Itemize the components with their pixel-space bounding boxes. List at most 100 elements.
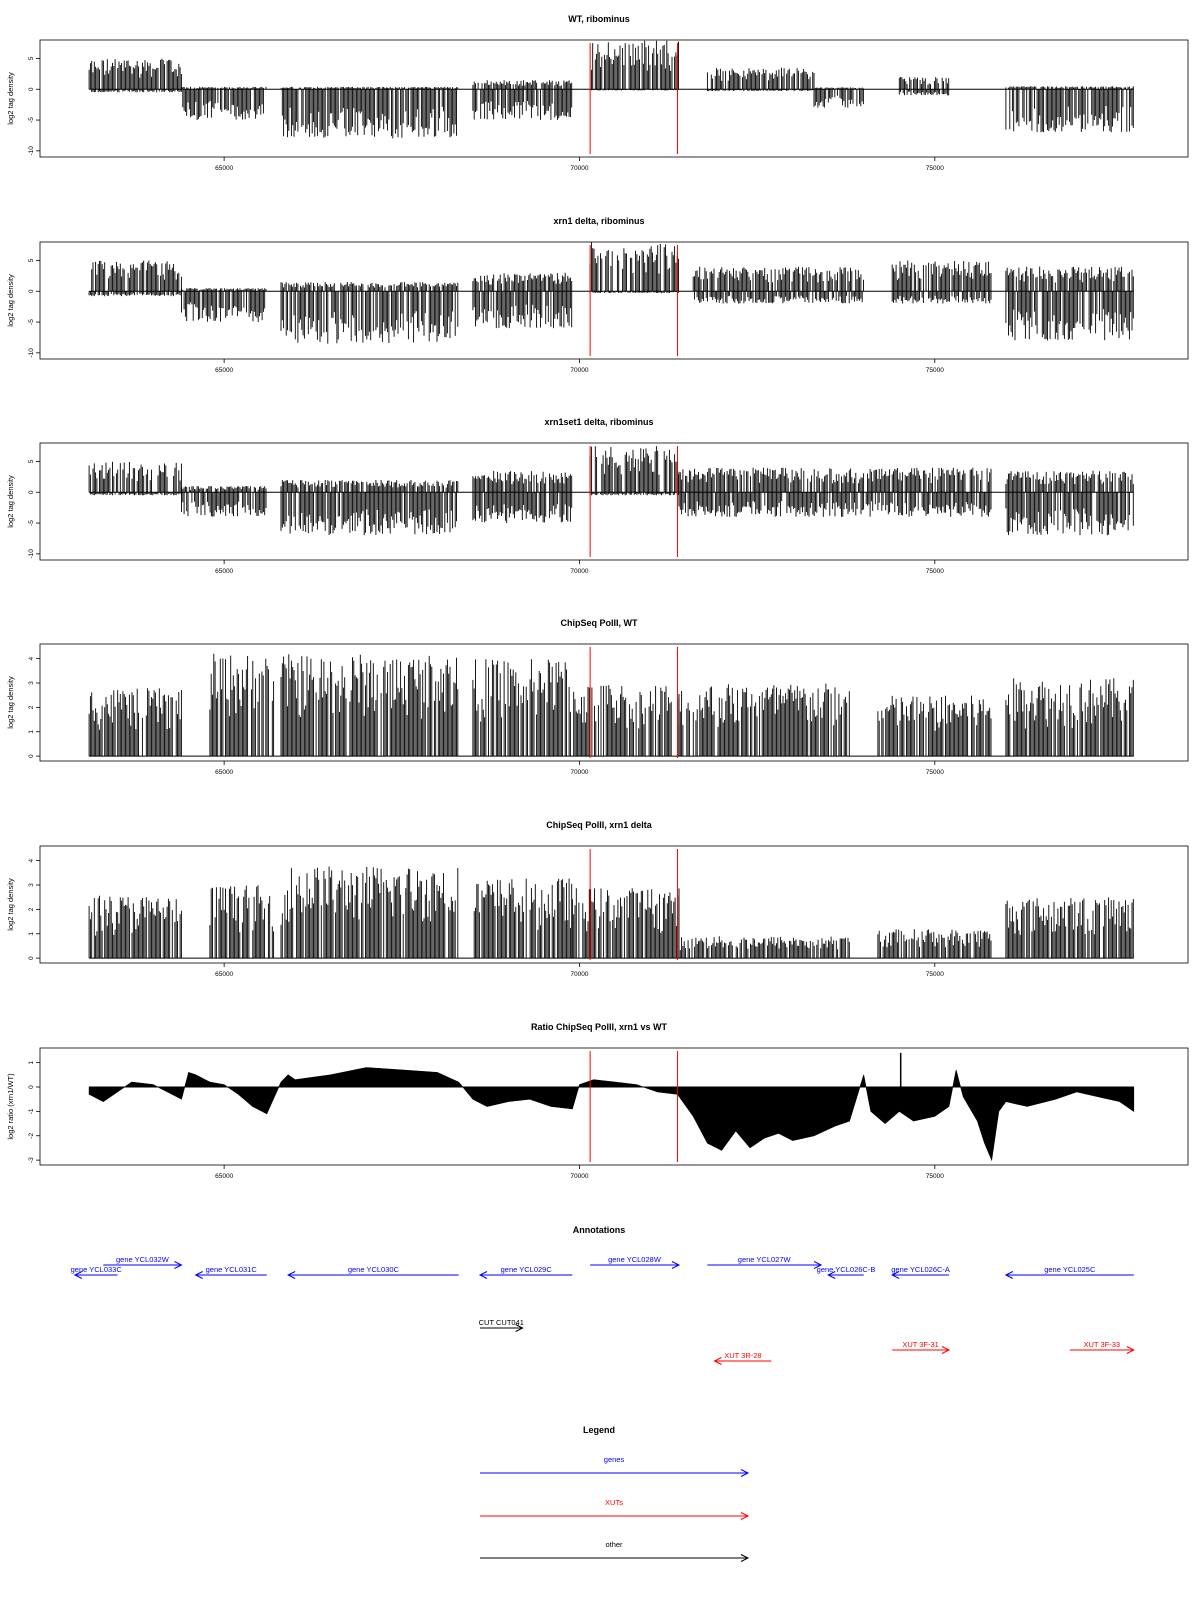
x-tick-label: 75000 (926, 568, 944, 575)
density-segment (571, 888, 680, 959)
density-segment (706, 67, 815, 92)
density-segment (573, 685, 680, 757)
panel-3: xrn1set1 delta, ribominus log2 tag densit… (6, 417, 1189, 575)
y-tick-label: 5 (28, 258, 35, 262)
arrow-head (941, 1346, 951, 1354)
x-tick-label: 65000 (215, 165, 233, 172)
y-tick-label: 1 (28, 932, 35, 936)
y-tick-label: 2 (28, 907, 35, 911)
density-segment (88, 58, 182, 93)
annotation-feature: gene YCL031C (194, 1265, 267, 1279)
density-bars (891, 260, 992, 304)
density-bars (877, 929, 992, 959)
feature-label: gene YCL031C (206, 1265, 258, 1274)
density-segment (88, 260, 182, 297)
y-tick-label: -5 (28, 520, 35, 526)
panel-title: WT, ribominus (568, 14, 630, 24)
panel-5: ChipSeq PolII, xrn1 delta log2 tag densit… (6, 820, 1189, 978)
legend-label: other (605, 1540, 623, 1549)
x-tick-label: 75000 (926, 165, 944, 172)
density-segment (181, 288, 267, 322)
density-bars (692, 266, 864, 304)
density-segment (589, 40, 679, 91)
x-tick-label: 65000 (215, 568, 233, 575)
y-tick-label: 4 (28, 858, 35, 862)
density-segment (280, 866, 459, 959)
y-tick-label: -5 (28, 117, 35, 123)
feature-label: XUT 3F-31 (902, 1340, 939, 1349)
density-segment (472, 272, 573, 329)
x-tick-label: 65000 (215, 1173, 233, 1180)
density-segment (1005, 266, 1134, 341)
annotation-feature: gene YCL033C (71, 1265, 122, 1279)
density-segment (88, 461, 182, 496)
density-segment (88, 895, 182, 959)
density-segment (181, 86, 267, 120)
annotation-feature: gene YCL025C (1004, 1265, 1134, 1279)
x-tick-label: 75000 (926, 971, 944, 978)
y-tick-label: 3 (28, 883, 35, 887)
plot-frame (39, 241, 1189, 360)
feature-label: gene YCL027W (738, 1255, 792, 1264)
plot-frame (39, 39, 1189, 158)
arrow-head (813, 1261, 823, 1269)
y-tick-label: -2 (28, 1132, 35, 1138)
annotations-title: Annotations (573, 1225, 626, 1235)
density-bars (280, 282, 459, 344)
density-segment (472, 80, 573, 120)
density-segment (280, 654, 459, 757)
density-bars (209, 653, 275, 757)
y-tick-label: 0 (28, 1085, 35, 1089)
plot-frame (39, 1047, 1189, 1166)
arrow-head (713, 1357, 722, 1365)
y-tick-label: 4 (28, 656, 35, 660)
density-bars (706, 67, 815, 92)
arrow-head (740, 1512, 750, 1520)
density-segment (209, 885, 275, 959)
density-bars (88, 688, 182, 757)
annotation-feature: gene YCL028W (590, 1255, 681, 1269)
feature-label: gene YCL029C (501, 1265, 553, 1274)
annotation-feature: gene YCL032W (103, 1255, 183, 1269)
density-segment (1005, 470, 1134, 536)
panel-6: Ratio ChipSeq PolII, xrn1 vs WT log2 rati… (6, 1022, 1189, 1180)
plot-frame (39, 442, 1189, 561)
y-axis-label: log2 tag density (6, 475, 15, 528)
x-tick-label: 70000 (570, 769, 588, 776)
density-segment (877, 929, 992, 959)
y-tick-label: 1 (28, 730, 35, 734)
density-bars (181, 86, 267, 120)
feature-label: gene YCL032W (116, 1255, 170, 1264)
y-tick-label: 2 (28, 705, 35, 709)
density-bars (678, 467, 992, 517)
arrow-head (515, 1324, 524, 1332)
density-segment (813, 87, 864, 108)
x-tick-label: 75000 (926, 769, 944, 776)
density-segment (678, 467, 992, 517)
arrow-head (827, 1271, 836, 1279)
feature-label: gene YCL026C-B (817, 1265, 876, 1274)
density-bars (209, 885, 275, 959)
panel-title: xrn1 delta, ribominus (553, 216, 644, 226)
density-bars (88, 260, 182, 297)
feature-label: gene YCL030C (348, 1265, 400, 1274)
density-bars (473, 878, 573, 959)
panel-title: xrn1set1 delta, ribominus (544, 417, 653, 427)
density-segment (678, 683, 850, 757)
y-tick-label: -10 (28, 549, 35, 559)
y-tick-label: -10 (28, 348, 35, 358)
y-axis-label: log2 ratio (xrn1/WT) (6, 1073, 15, 1140)
arrow-head (891, 1271, 900, 1279)
annotation-feature: XUT 3F-31 (892, 1340, 951, 1354)
density-bars (181, 486, 267, 517)
density-segment (88, 688, 182, 757)
arrow-head (740, 1469, 750, 1477)
density-bars (573, 685, 680, 757)
plot-frame (39, 643, 1189, 762)
panel-4: ChipSeq PolII, WT log2 tag density 0 1 2 3 4 65… (6, 618, 1189, 776)
arrow-head (671, 1261, 681, 1269)
density-bars (472, 80, 573, 120)
y-tick-label: -3 (28, 1157, 35, 1163)
x-tick-label: 70000 (570, 1173, 588, 1180)
